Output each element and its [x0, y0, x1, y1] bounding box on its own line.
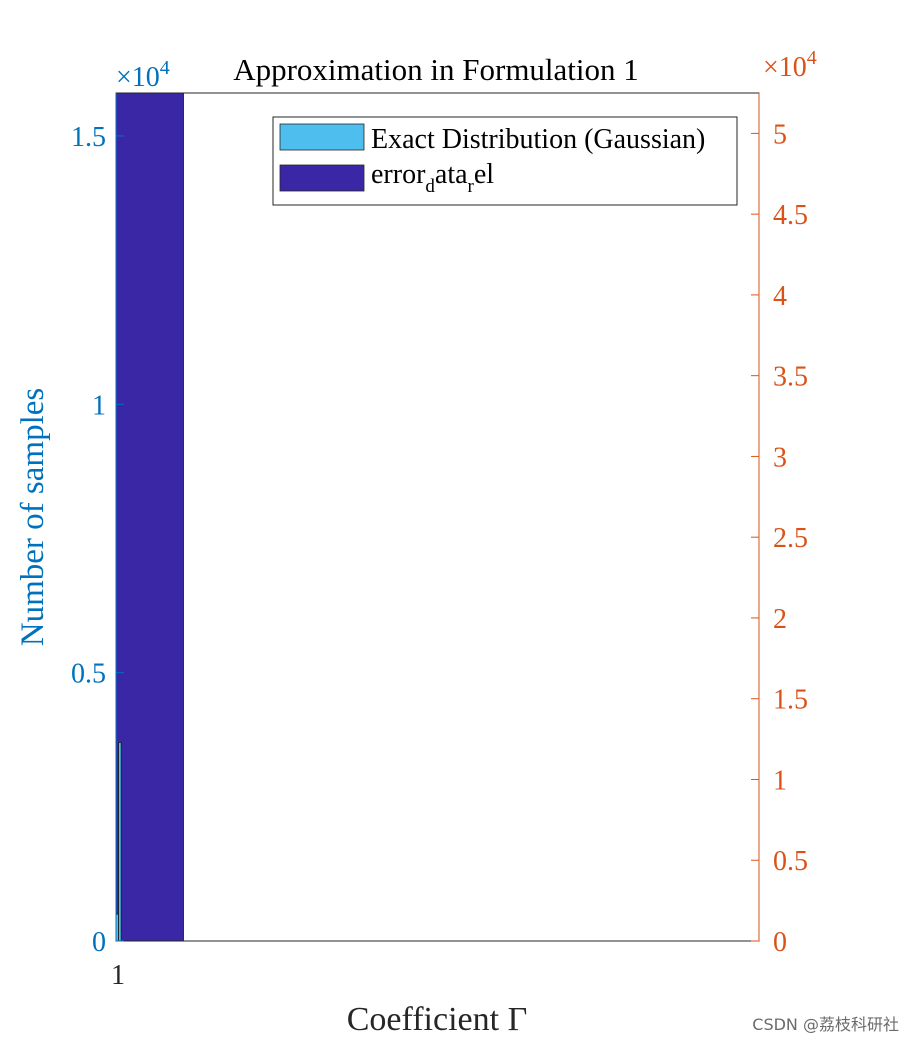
left-axis-ticks: 0 0.5 1 1.5: [71, 122, 124, 958]
chart-title: Approximation in Formulation 1: [233, 52, 639, 87]
right-tick-label: 2.5: [773, 523, 808, 554]
left-tick-label: 1: [92, 390, 106, 421]
right-tick-label: 5: [773, 119, 787, 150]
legend-label-exact-distribution: Exact Distribution (Gaussian): [371, 124, 705, 155]
right-tick-label: 2: [773, 604, 787, 635]
right-tick-label: 4: [773, 281, 787, 312]
plot-area-frame: [115, 92, 760, 942]
bar-series-0-bin-1: [118, 742, 122, 942]
left-exponent-label: ×104: [116, 57, 170, 93]
right-tick-label: 0: [773, 927, 787, 958]
right-axis-ticks: 0 0.5 1 1.5 2 2.5 3 3.5 4 4.5 5: [751, 119, 808, 958]
left-tick-label: 0.5: [71, 659, 106, 690]
legend-swatch-error-data-rel: [279, 164, 365, 192]
right-tick-label: 3.5: [773, 362, 808, 393]
watermark-text: CSDN @荔枝科研社: [752, 1015, 899, 1034]
right-tick-label: 4.5: [773, 200, 808, 231]
left-tick-label: 0: [92, 927, 106, 958]
right-tick-label: 0.5: [773, 846, 808, 877]
bar-series-1-bin-0: [115, 92, 184, 942]
right-exponent-label: ×104: [763, 47, 817, 83]
right-tick-label: 3: [773, 442, 787, 473]
x-axis-label: Coefficient Γ: [347, 1001, 527, 1038]
legend-swatch-exact-distribution: [279, 123, 365, 151]
legend: Exact Distribution (Gaussian) errordatar…: [272, 116, 738, 206]
right-tick-label: 1.5: [773, 685, 808, 716]
right-tick-label: 1: [773, 765, 787, 796]
bar-marks-group: [115, 92, 184, 942]
legend-label-error-data-rel: errordatarel: [371, 159, 494, 197]
y-axis-label-left: Number of samples: [15, 388, 51, 646]
x-tick-label: 1: [111, 960, 125, 991]
left-tick-label: 1.5: [71, 122, 106, 153]
